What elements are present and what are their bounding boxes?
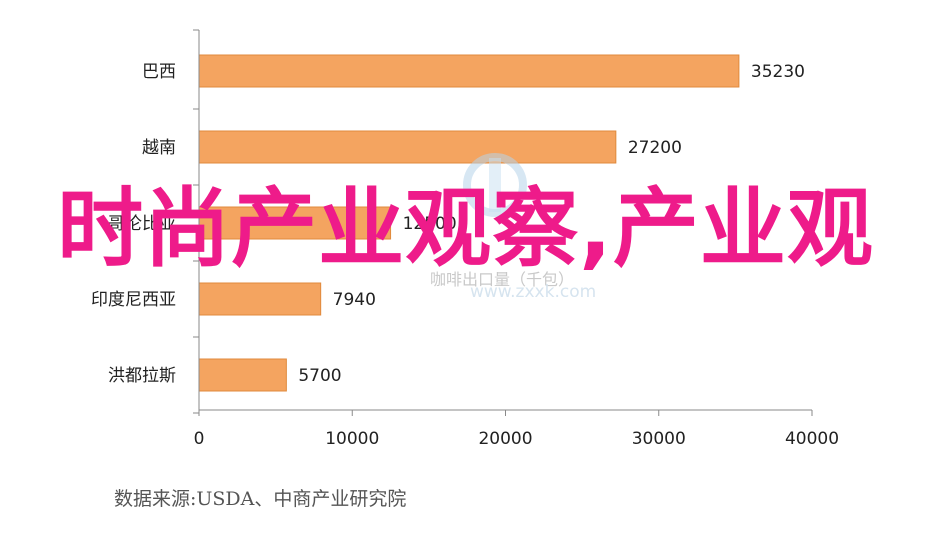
x-tick-label: 30000 [632, 429, 686, 449]
category-label: 越南 [142, 138, 176, 158]
value-label: 27200 [628, 138, 682, 158]
value-label: 35230 [751, 62, 805, 82]
faint-chart-title-watermark: 咖啡出口量（千包） [430, 270, 575, 289]
x-tick-label: 40000 [785, 429, 839, 449]
x-tick-label: 10000 [325, 429, 379, 449]
bar-3 [198, 282, 322, 316]
category-label: 巴西 [142, 62, 176, 82]
value-label: 7940 [333, 290, 376, 310]
category-label: 印度尼西亚 [91, 290, 176, 310]
x-tick-label: 20000 [478, 429, 532, 449]
value-label: 12500 [403, 214, 457, 234]
value-label: 5700 [298, 366, 341, 386]
x-tick-label: 0 [194, 429, 205, 449]
source-note: 数据来源:USDA、中商产业研究院 [114, 488, 407, 510]
bar-2 [198, 206, 392, 240]
category-label: 洪都拉斯 [108, 366, 176, 386]
bar-1 [198, 130, 617, 164]
faint-logo-watermark [463, 153, 527, 217]
faint-site-watermark: www.zxxk.com [470, 282, 597, 302]
bar-4 [198, 358, 287, 392]
category-label: 哥伦比亚 [108, 214, 176, 234]
bar-0 [198, 54, 740, 88]
